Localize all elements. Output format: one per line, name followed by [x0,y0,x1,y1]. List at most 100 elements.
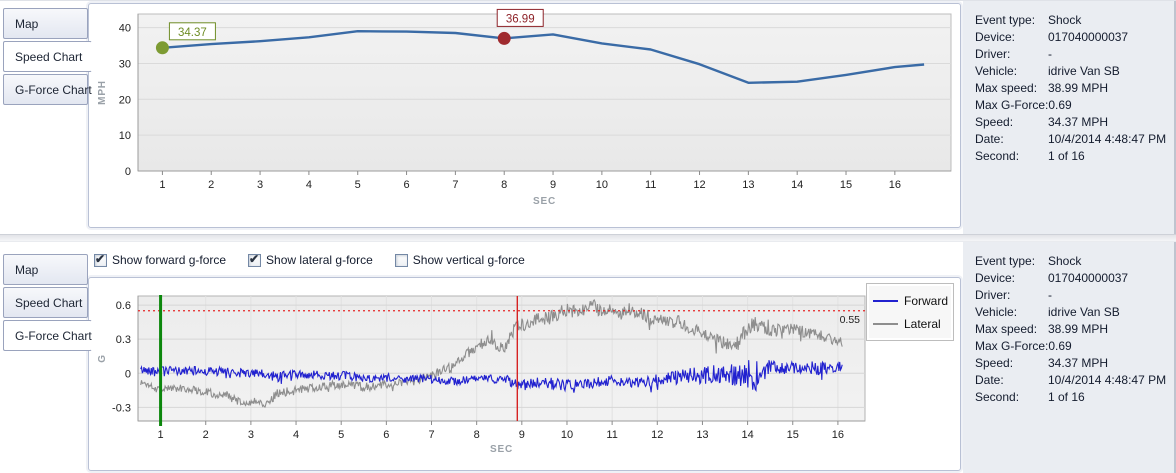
legend-label: Forward [904,293,949,308]
info-row: Date: 10/4/2014 4:48:47 PM [975,371,1174,388]
checkbox-label: Show vertical g-force [412,253,525,267]
svg-text:11: 11 [606,429,617,441]
svg-text:15: 15 [840,179,852,191]
info-value: 0.69 [1048,97,1072,112]
info-row: Second: 1 of 16 [975,147,1174,164]
tab-map[interactable]: Map [3,254,88,285]
checkbox-box[interactable] [248,252,262,267]
event-info-panel-top: Event type: Shock Device: 017040000037 Drive… [963,1,1176,234]
info-value: idrive Van SB [1048,304,1120,319]
svg-text:13: 13 [742,179,754,191]
speed-marker-dot[interactable] [155,41,169,55]
tab-g-force-chart[interactable]: G-Force Chart [3,320,92,351]
tab-speed-chart[interactable]: Speed Chart [3,287,88,318]
svg-text:0.6: 0.6 [116,300,131,312]
gforce-series-forward [140,359,843,393]
info-value: 38.99 MPH [1048,80,1109,95]
info-row: Driver: - [975,45,1174,62]
svg-text:13: 13 [696,429,708,441]
gforce-plot-area[interactable] [137,295,866,422]
gforce-chart[interactable]: 0.60.30-0.31 2 3 4 5 6 7 8 9 10 11 12 13 14 15 16GSEC0.… [93,282,956,466]
speed-marker-label-box [496,8,544,27]
info-label: Speed: [975,114,1014,129]
svg-text:9: 9 [519,429,525,441]
checkbox-show-vertical-g-force[interactable]: Show vertical g-force [394,253,525,267]
info-label: Date: [975,372,1004,387]
checkbox-box[interactable] [94,252,107,267]
gforce-y-axis-label: G [97,354,108,363]
info-label: Event type: [975,12,1036,27]
gforce-options-row: Show forward g-force Show lateral g-force… [89,246,961,274]
svg-text:5: 5 [355,179,361,191]
info-label: Vehicle: [975,304,1018,319]
legend-line-swatch [873,299,898,302]
info-row: Vehicle: idrive Van SB [975,62,1174,79]
svg-text:15: 15 [787,429,799,441]
info-value: Shock [1048,12,1082,27]
svg-text:16: 16 [889,179,901,191]
info-value: 10/4/2014 4:48:47 PM [1048,131,1167,146]
panel-splitter[interactable] [0,234,1176,242]
chart-legend: Forward Lateral [866,283,954,341]
svg-text:4: 4 [293,429,299,441]
info-value: 0.69 [1048,338,1072,353]
info-row: Date: 10/4/2014 4:48:47 PM [975,130,1174,147]
info-value: 017040000037 [1048,270,1129,285]
info-row: Device: 017040000037 [975,28,1174,45]
svg-text:1: 1 [159,179,165,191]
info-label: Event type: [975,253,1036,268]
svg-text:5: 5 [338,429,344,441]
info-label: Max G-Force: [975,338,1049,353]
svg-text:8: 8 [501,179,507,191]
svg-text:16: 16 [832,429,844,441]
svg-text:0: 0 [125,166,131,178]
checkbox-label: Show forward g-force [112,253,227,267]
tab-speed-chart[interactable]: Speed Chart [3,41,92,72]
speed-marker-label: 34.37 [178,27,207,39]
tab-g-force-chart[interactable]: G-Force Chart [3,74,92,105]
speed-marker-label: 36.99 [506,13,535,25]
svg-text:11: 11 [645,179,656,191]
checkbox-show-forward-g-force[interactable]: Show forward g-force [94,252,227,267]
svg-text:0: 0 [125,368,131,380]
event-info-panel-bottom: Event type: Shock Device: 017040000037 Drive… [963,242,1176,473]
svg-text:6: 6 [383,429,389,441]
speed-y-axis-label: MPH [97,80,108,105]
svg-text:9: 9 [550,179,556,191]
info-row: Speed: 34.37 MPH [975,354,1174,371]
svg-text:3: 3 [248,429,254,441]
info-label: Device: [975,29,1016,44]
gforce-x-axis-label: SEC [490,444,513,455]
info-value: - [1048,46,1052,61]
info-row: Max speed: 38.99 MPH [975,79,1174,96]
info-row: Second: 1 of 16 [975,388,1174,405]
tab-strip-bottom: Map Speed Chart G-Force Chart [3,254,92,353]
info-row: Vehicle: idrive Van SB [975,303,1174,320]
info-label: Second: [975,389,1020,404]
svg-text:10: 10 [596,179,608,191]
info-row: Max speed: 38.99 MPH [975,320,1174,337]
legend-item-lateral: Lateral [873,312,947,335]
info-value: 38.99 MPH [1048,321,1109,336]
info-value: - [1048,287,1052,302]
speed-marker-dot[interactable] [497,31,511,45]
checkbox-show-lateral-g-force[interactable]: Show lateral g-force [248,252,373,267]
info-row: Driver: - [975,286,1174,303]
svg-text:7: 7 [452,179,458,191]
info-row: Max G-Force: 0.69 [975,96,1174,113]
speed-x-axis-label: SEC [533,196,556,207]
checkbox-box[interactable] [394,253,408,267]
tab-map[interactable]: Map [3,8,88,39]
svg-text:14: 14 [791,179,803,191]
info-row: Speed: 34.37 MPH [975,113,1174,130]
legend-line-swatch [873,322,898,325]
speed-plot-area[interactable] [137,13,952,172]
svg-text:2: 2 [208,179,214,191]
info-value: 1 of 16 [1048,389,1085,404]
info-label: Second: [975,148,1020,163]
legend-item-forward: Forward [873,289,949,312]
svg-text:-0.3: -0.3 [112,402,131,414]
info-value: 34.37 MPH [1048,114,1109,129]
info-value: Shock [1048,253,1082,268]
